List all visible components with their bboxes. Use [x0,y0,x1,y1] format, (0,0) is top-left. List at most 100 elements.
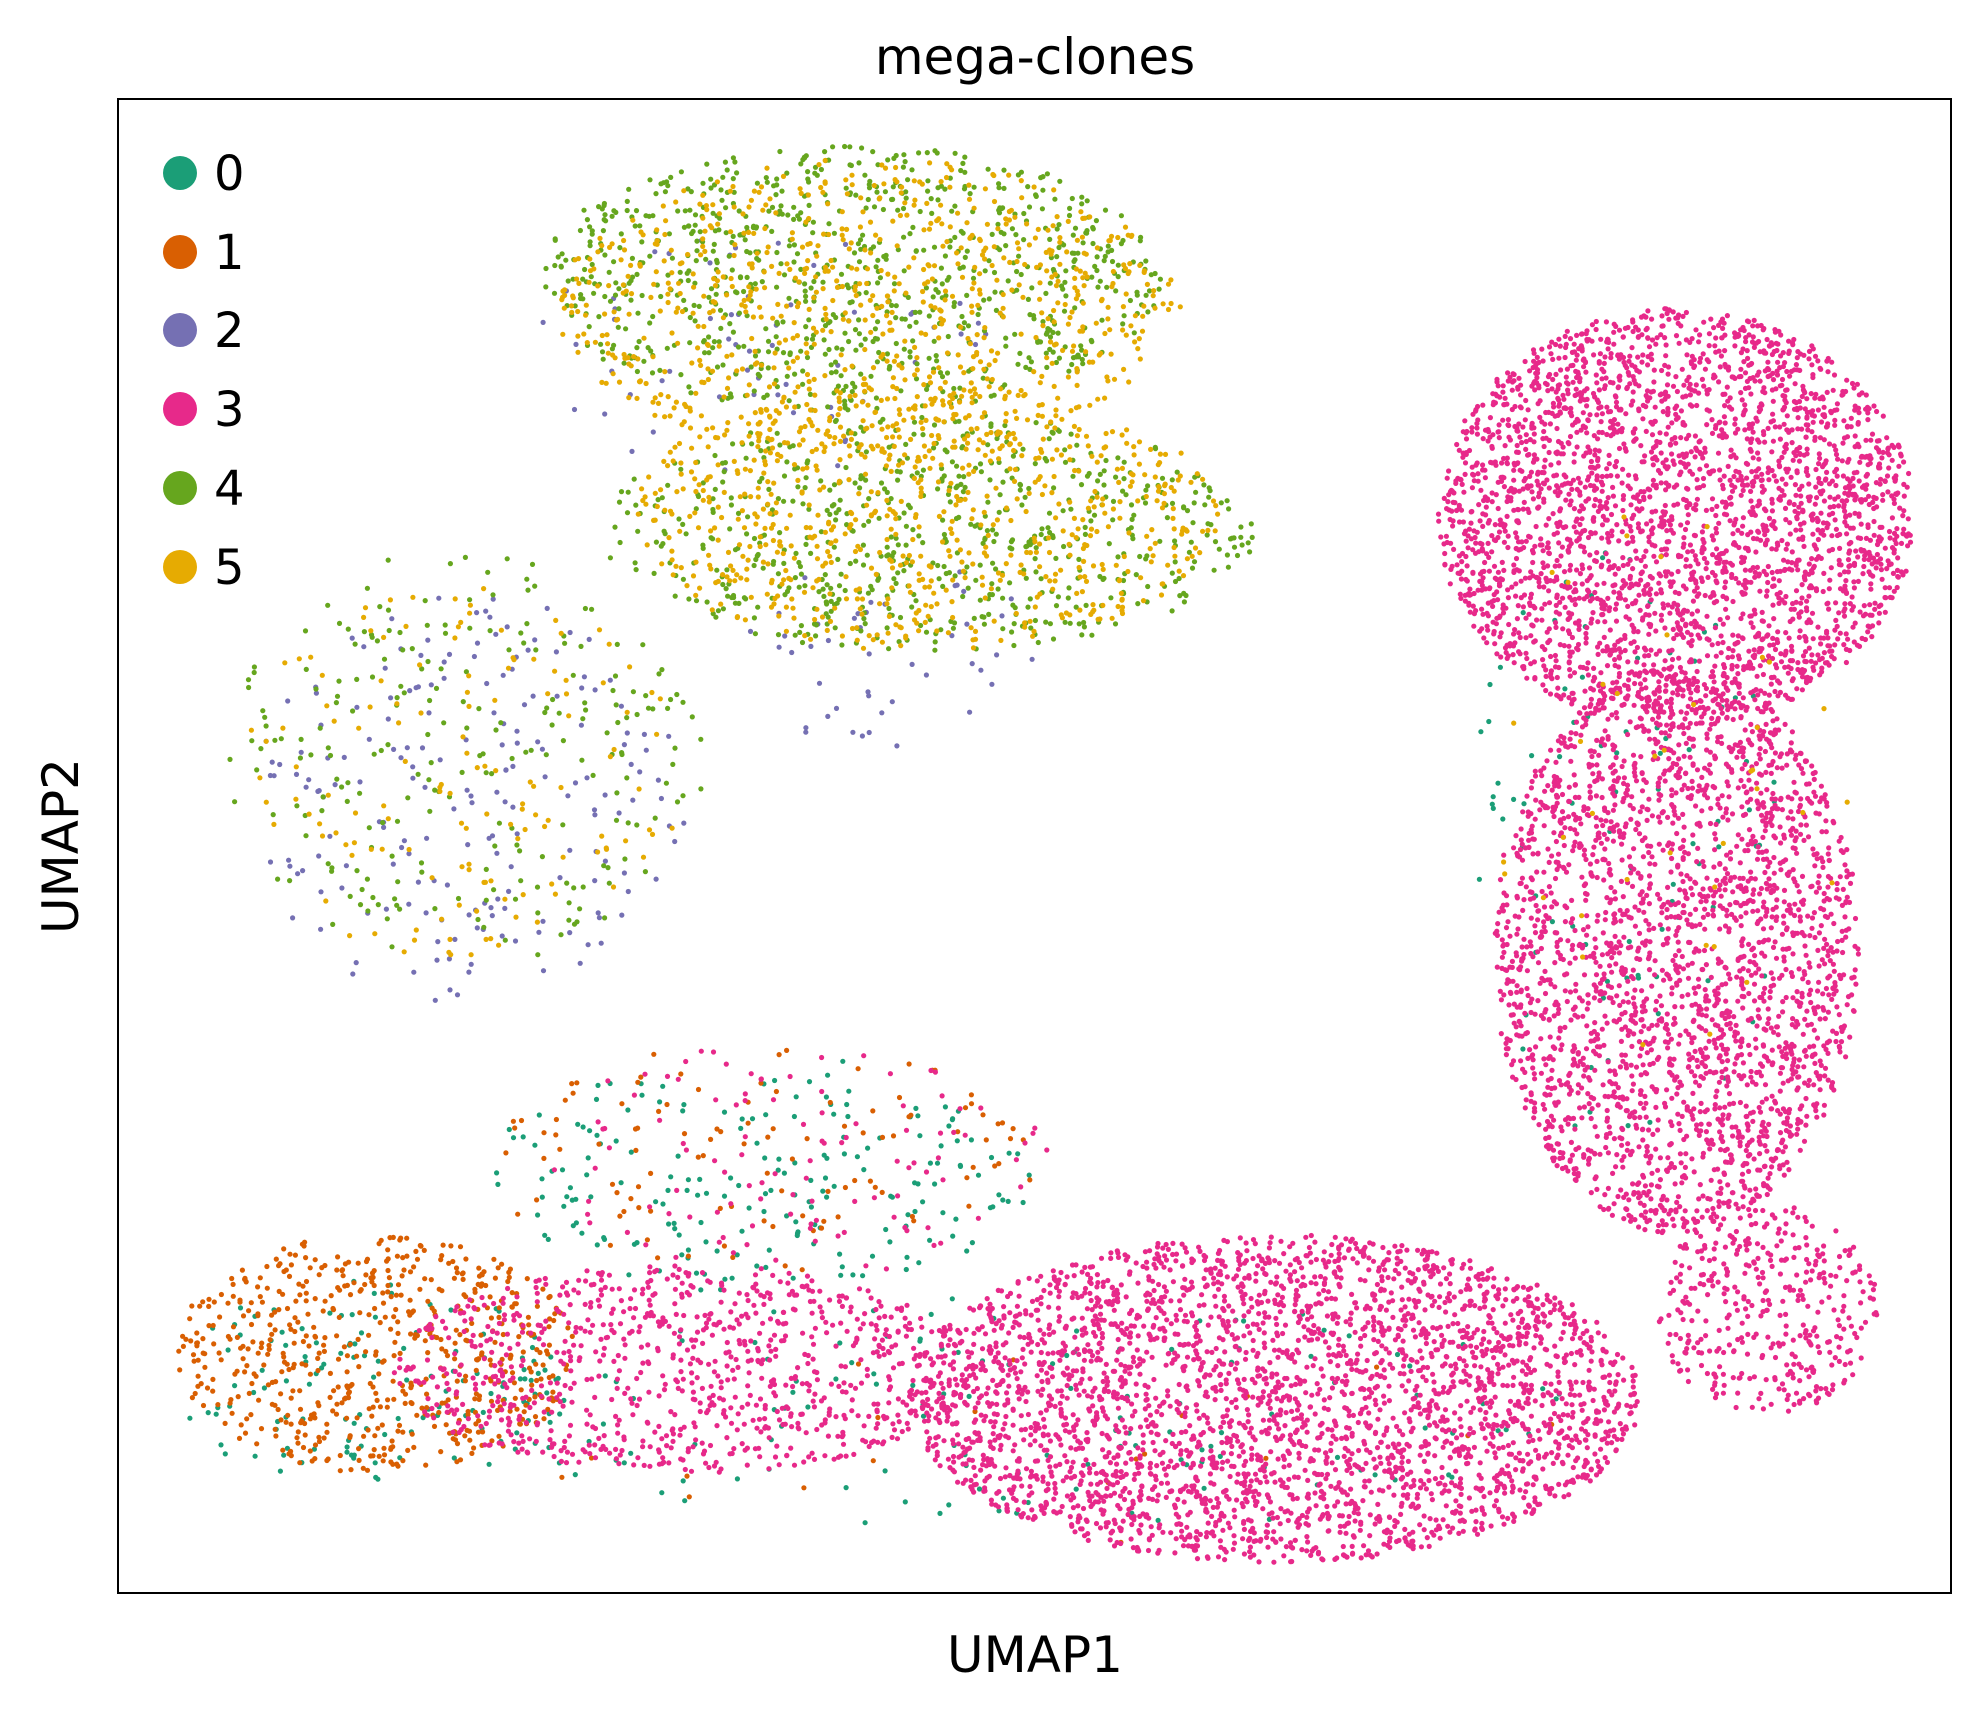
data-point [1641,645,1648,651]
data-point [1871,403,1877,409]
data-point [1566,610,1572,616]
data-point [1601,580,1607,586]
data-point [1772,688,1778,695]
data-point [1876,603,1882,610]
data-point [585,942,591,948]
data-point [793,1094,799,1100]
data-point [1648,597,1654,603]
data-point [1657,523,1663,529]
data-point [1629,345,1635,351]
data-point [269,1312,275,1318]
data-point [823,1094,830,1100]
data-point [1797,628,1803,634]
data-point [911,1218,917,1224]
data-point [463,1256,469,1262]
data-point [1794,686,1800,692]
data-point [1811,1027,1817,1033]
data-point [230,1281,236,1287]
data-point [553,1132,559,1138]
data-point [579,685,585,691]
data-point [1592,394,1598,400]
data-point [1716,702,1722,708]
data-point [648,1170,654,1176]
data-point [1795,567,1801,573]
data-point [298,1420,304,1426]
data-point [381,1358,387,1364]
data-point [1523,884,1529,890]
data-point [1885,558,1891,564]
data-point [1724,384,1730,390]
data-point [1667,610,1673,616]
data-point [1531,350,1537,356]
data-point [1472,534,1478,541]
data-point [189,1395,195,1401]
data-point [306,1381,312,1387]
data-point [1608,511,1615,518]
data-point [1859,390,1865,396]
data-point [1699,774,1705,781]
data-point [300,1338,306,1345]
data-point [860,1273,866,1279]
data-point [1500,605,1506,612]
data-point [1490,794,1496,800]
data-point [336,1314,342,1320]
data-point [273,1256,279,1262]
data-point [1623,614,1629,620]
data-point [356,1364,362,1370]
data-point [1779,376,1786,383]
data-point [1758,401,1764,407]
data-point [1650,445,1657,451]
data-point [1523,432,1529,438]
data-point [1571,341,1577,347]
data-point [990,1204,996,1210]
data-point [1874,541,1881,548]
data-point [1635,582,1641,588]
data-point [996,1508,1002,1514]
data-point [349,1312,355,1318]
data-point [1722,391,1728,397]
data-point [438,1449,444,1455]
data-point [535,1370,541,1376]
data-point [1663,353,1669,359]
data-point [955,1349,961,1355]
data-point [475,1429,481,1435]
data-point [1723,606,1729,612]
data-point [1625,369,1631,376]
data-point [1722,584,1728,591]
data-point [1811,542,1817,548]
data-point [773,1088,780,1095]
data-point [1584,625,1590,631]
data-point [1669,571,1675,577]
data-point [1580,566,1586,572]
data-point [744,367,751,373]
data-point [1464,578,1470,584]
data-point [1554,557,1560,564]
data-point [1755,692,1761,698]
data-point [1652,404,1658,410]
data-point [1263,1455,1269,1461]
data-point [1791,336,1797,343]
data-point [805,1404,811,1410]
data-point [432,997,438,1003]
data-point [837,1340,843,1346]
data-point [1578,331,1585,337]
data-point [1495,780,1501,786]
data-point [277,1261,283,1267]
data-point [1653,482,1659,488]
data-point [1487,434,1493,440]
data-point [273,1379,279,1385]
data-point [1718,633,1724,639]
data-point [1713,653,1719,659]
data-point [408,1380,414,1386]
data-point [1621,780,1627,787]
data-point [463,1373,469,1379]
data-point [1612,571,1618,577]
data-point [1619,585,1625,591]
data-point [1490,603,1496,610]
data-point [1741,409,1747,415]
data-point [1774,637,1780,643]
data-point [444,882,450,888]
data-point [1746,648,1752,654]
data-point [1599,429,1605,436]
data-point [1553,371,1559,377]
